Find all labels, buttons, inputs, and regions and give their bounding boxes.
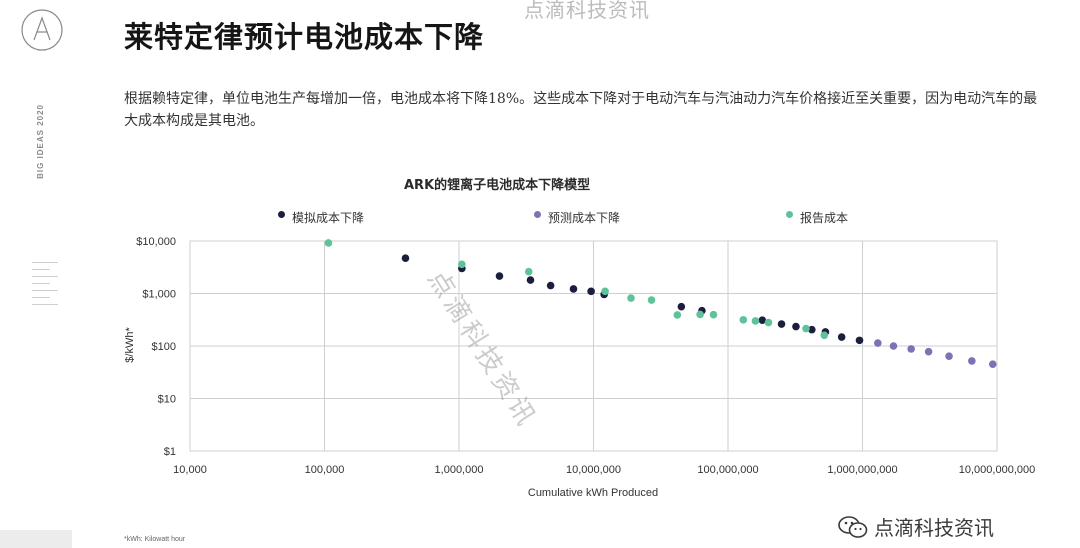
x-tick-label: 1,000,000 <box>435 464 484 476</box>
x-tick-label: 10,000,000,000 <box>959 464 1035 476</box>
data-point-simulated <box>569 285 578 293</box>
y-tick-label: $10,000 <box>136 236 176 248</box>
data-point-reported <box>751 317 760 325</box>
data-point-forecast <box>874 339 882 347</box>
y-tick-label: $100 <box>152 341 176 353</box>
page-title: 莱特定律预计电池成本下降 <box>124 20 485 54</box>
data-point-reported <box>601 287 609 296</box>
data-point-reported <box>324 239 333 247</box>
wechat-icon <box>838 515 868 538</box>
y-tick-label: $1 <box>164 446 176 458</box>
data-point-reported <box>802 324 810 333</box>
x-tick-label: 10,000,000 <box>566 464 621 476</box>
x-tick-label: 10,000 <box>173 464 207 476</box>
data-point-simulated <box>677 302 686 311</box>
legend-simulated: 模拟成本下降 <box>278 209 364 226</box>
data-point-forecast <box>907 345 915 353</box>
data-point-simulated <box>758 316 767 325</box>
data-point-reported <box>647 296 656 304</box>
data-point-reported <box>524 267 533 276</box>
legend-label-reported: 报告成本 <box>800 211 849 225</box>
chart-title: ARK的锂离子电池成本下降模型 <box>404 178 591 193</box>
data-point-forecast <box>945 352 953 360</box>
data-point-reported <box>764 318 773 327</box>
legend-forecast: 预测成本下降 <box>534 209 620 226</box>
data-point-simulated <box>792 322 800 331</box>
data-point-reported <box>739 316 748 324</box>
data-point-simulated <box>855 336 864 345</box>
tick-label-layer: 10,000 100,000 1,000,000 10,000,000 100,000,… <box>136 236 1035 476</box>
legend-dot-simulated <box>278 211 285 218</box>
data-point-reported <box>820 331 829 340</box>
y-tick-label: $1,000 <box>142 289 176 301</box>
wechat-watermark-text: 点滴科技资讯 <box>874 516 994 540</box>
x-axis-label: Cumulative kWh Produced <box>528 487 658 499</box>
footnote: *kWh: Kilowatt hour <box>124 536 186 543</box>
legend-label-forecast: 预测成本下降 <box>548 211 621 225</box>
data-point-forecast <box>968 357 976 365</box>
data-point-simulated <box>495 272 504 280</box>
grid-layer <box>189 240 998 452</box>
data-point-simulated <box>587 287 595 296</box>
x-tick-label: 100,000 <box>305 464 345 476</box>
data-point-layer <box>324 239 997 369</box>
data-point-simulated <box>808 325 816 334</box>
data-point-simulated <box>777 320 786 328</box>
legend-dot-forecast <box>534 211 541 218</box>
legend-reported: 报告成本 <box>786 209 848 226</box>
data-point-forecast <box>924 347 933 356</box>
x-tick-label: 100,000,000 <box>697 464 758 476</box>
y-tick-label: $10 <box>158 394 176 406</box>
data-point-forecast <box>889 342 898 350</box>
data-point-simulated <box>546 281 555 290</box>
ark-logo-icon <box>21 9 63 51</box>
wechat-watermark: 点滴科技资讯 <box>838 512 994 541</box>
data-point-reported <box>673 311 682 319</box>
data-point-simulated <box>837 333 846 341</box>
data-point-reported <box>458 260 466 269</box>
data-point-reported <box>627 294 635 302</box>
data-point-reported <box>709 310 718 319</box>
body-paragraph: 根据赖特定律，单位电池生产每增加一倍，电池成本将下降18%。这些成本下降对于电动… <box>124 91 1038 129</box>
data-point-reported <box>696 310 704 319</box>
corner-block <box>0 530 72 548</box>
x-tick-label: 1,000,000,000 <box>827 464 897 476</box>
side-divider-lines <box>32 262 58 311</box>
legend-label-simulated: 模拟成本下降 <box>292 211 365 225</box>
data-point-simulated <box>401 254 410 263</box>
legend-dot-reported <box>786 211 793 218</box>
data-point-simulated <box>526 276 535 284</box>
y-axis-label: $/kWh* <box>124 327 136 363</box>
top-watermark: 点滴科技资讯 <box>524 0 650 22</box>
data-point-forecast <box>988 360 997 369</box>
